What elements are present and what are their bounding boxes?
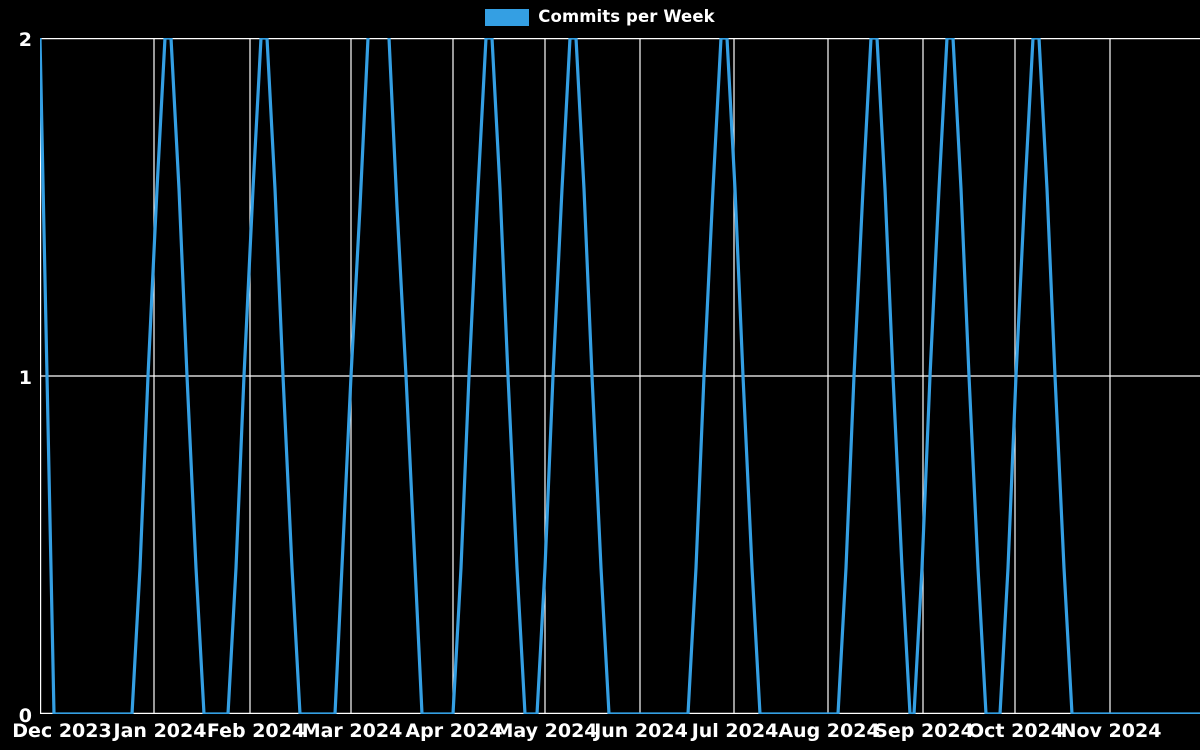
- vertical-gridlines: [40, 38, 1111, 714]
- legend-entry-commits-per-week: Commits per Week: [485, 6, 715, 26]
- x-tick-label-jun-2024: Jun 2024: [594, 720, 688, 742]
- x-tick-label-mar-2024: Mar 2024: [301, 720, 403, 742]
- plot-area: [40, 38, 1200, 714]
- chart-svg: [40, 38, 1200, 714]
- series-line-commits-per-week: [40, 38, 1200, 714]
- y-tick-label-1: 1: [18, 367, 32, 389]
- y-tick-label-2: 2: [18, 29, 32, 51]
- horizontal-gridlines: [40, 38, 1200, 714]
- x-tick-label-sep-2024: Sep 2024: [874, 720, 974, 742]
- x-tick-label-dec-2023: Dec 2023: [12, 720, 112, 742]
- legend-swatch-icon: [485, 8, 530, 26]
- legend-label: Commits per Week: [538, 6, 715, 26]
- x-tick-label-nov-2024: Nov 2024: [1060, 720, 1162, 742]
- chart-legend: Commits per Week: [0, 0, 1200, 34]
- x-tick-label-jan-2024: Jan 2024: [113, 720, 207, 742]
- x-tick-label-may-2024: May 2024: [494, 720, 598, 742]
- y-tick-label-0: 0: [18, 705, 32, 727]
- x-tick-label-oct-2024: Oct 2024: [968, 720, 1064, 742]
- x-tick-label-aug-2024: Aug 2024: [778, 720, 880, 742]
- x-tick-label-jul-2024: Jul 2024: [691, 720, 779, 742]
- x-tick-label-apr-2024: Apr 2024: [405, 720, 503, 742]
- x-tick-label-feb-2024: Feb 2024: [206, 720, 306, 742]
